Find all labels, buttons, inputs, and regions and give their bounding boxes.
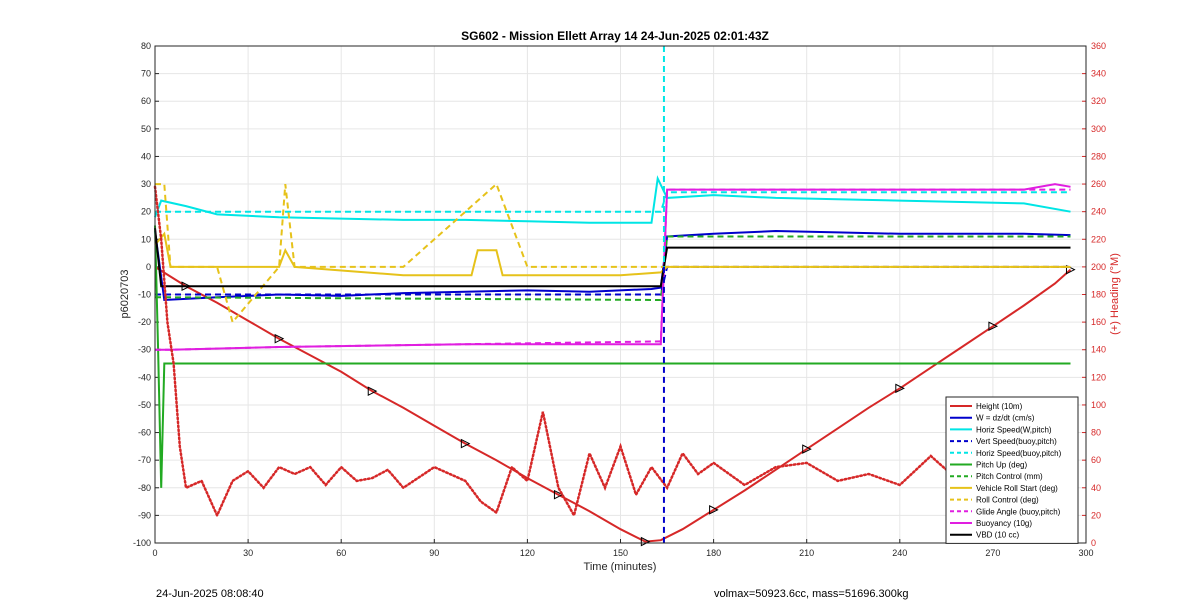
y-tick-label-left: 80 (141, 41, 151, 51)
y-tick-label-right: 220 (1091, 234, 1106, 244)
height-marker (895, 383, 905, 394)
series-pitch-up-deg-line (154, 225, 1071, 488)
y-tick-label-left: 70 (141, 69, 151, 79)
plot-frame (154, 45, 1087, 544)
series-buoyancy-10g-line (155, 183, 1071, 351)
x-tick-label: 210 (799, 548, 814, 558)
x-axis-label: Time (minutes) (584, 561, 657, 573)
series-horiz-speed-buoy-pitch-line (155, 191, 1071, 213)
chart-title: SG602 - Mission Ellett Array 14 24-Jun-2… (461, 29, 769, 43)
y-tick-label-right: 320 (1091, 96, 1106, 106)
y-tick-label-left: 40 (141, 151, 151, 161)
legend-entry-label: Horiz Speed(buoy,pitch) (976, 449, 1062, 458)
height-marker (367, 386, 378, 396)
x-tick-label: 240 (892, 548, 907, 558)
legend-entry-label: W = dz/dt (cm/s) (976, 414, 1035, 423)
y-tick-label-right: 240 (1091, 207, 1106, 217)
y-tick-label-right: 300 (1091, 124, 1106, 134)
y-tick-label-right: 120 (1091, 372, 1106, 382)
series-w-dz-dt-cm-s-line (154, 229, 1071, 302)
height-marker (802, 444, 812, 454)
height-marker (988, 321, 999, 332)
y-tick-label-left: -90 (138, 510, 151, 520)
legend: Height (10m) W = dz/dt (cm/s) Horiz Speed(… (945, 396, 1079, 544)
legend-entry-label: Glide Angle (buoy,pitch) (976, 507, 1061, 516)
legend-entry-label: VBD (10 cc) (976, 531, 1019, 540)
height-marker (460, 438, 471, 449)
height-marker (274, 333, 285, 344)
legend-entry-label: Vehicle Roll Start (deg) (976, 484, 1058, 493)
y-tick-label-right: 60 (1091, 455, 1101, 465)
y-tick-label-left: -30 (138, 345, 151, 355)
y-tick-label-right: 80 (1091, 428, 1101, 438)
y-tick-label-right: 360 (1091, 41, 1106, 51)
series-horiz-speed-w-pitch-line (154, 175, 1071, 224)
legend-entry-label: Pitch Up (deg) (976, 461, 1027, 470)
y-tick-label-right: 0 (1091, 538, 1096, 548)
legend-entry-label: Buoyancy (10g) (976, 519, 1032, 528)
y-tick-label-left: -10 (138, 290, 151, 300)
y-tick-label-right: 260 (1091, 179, 1106, 189)
y-tick-label-left: 0 (146, 262, 151, 272)
x-tick-label: 120 (520, 548, 535, 558)
series-heading-line (153, 185, 1072, 524)
y-tick-label-left: 30 (141, 179, 151, 189)
y-tick-label-right: 340 (1091, 69, 1106, 79)
y-tick-label-left: 50 (141, 124, 151, 134)
series-height-10m-line (154, 266, 1072, 543)
y-tick-label-right: 40 (1091, 483, 1101, 493)
x-tick-label: 0 (152, 548, 157, 558)
height-marker (640, 536, 651, 547)
y-tick-label-left: -70 (138, 455, 151, 465)
x-tick-label: 60 (336, 548, 346, 558)
y-axis-right-ticks: 0 20 40 60 80 100 120 140 160 180 200 220 240 260 280 3… (1082, 41, 1106, 548)
footer-volmax-mass: volmax=50923.6cc, mass=51696.300kg (714, 588, 909, 600)
y-tick-label-right: 20 (1091, 510, 1101, 520)
series-vbd-10-cc-line (154, 228, 1071, 288)
legend-entry-label: Horiz Speed(W,pitch) (976, 425, 1052, 434)
x-tick-label: 300 (1078, 548, 1093, 558)
series-roll-control-deg-line (155, 182, 1071, 325)
legend-entry-label: Vert Speed(buoy,pitch) (976, 437, 1057, 446)
y-axis-right-label: (+) Heading (°M) (1109, 253, 1121, 335)
x-tick-label: 90 (429, 548, 439, 558)
x-tick-label: 30 (243, 548, 253, 558)
y-tick-label-left: 10 (141, 234, 151, 244)
footer-timestamp: 24-Jun-2025 08:08:40 (156, 588, 264, 600)
x-tick-label: 150 (613, 548, 628, 558)
legend-entry-label: Roll Control (deg) (976, 496, 1039, 505)
y-tick-label-left: 60 (141, 96, 151, 106)
x-tick-label: 180 (706, 548, 721, 558)
legend-entry-label: Height (10m) (976, 402, 1023, 411)
y-tick-label-left: -60 (138, 428, 151, 438)
y-axis-left-label: p6020703 (119, 270, 131, 319)
y-tick-label-left: -80 (138, 483, 151, 493)
y-tick-label-right: 140 (1091, 345, 1106, 355)
height-marker (709, 505, 719, 515)
height-marker (553, 489, 564, 500)
x-axis-ticks: 0 30 60 90 120 150 180 210 240 270 300 (152, 539, 1094, 558)
y-tick-label-right: 280 (1091, 151, 1106, 161)
y-tick-label-left: -50 (138, 400, 151, 410)
y-tick-label-right: 100 (1091, 400, 1106, 410)
series-glide-angle-buoy-pitch-line (155, 188, 1071, 351)
y-tick-label-right: 160 (1091, 317, 1106, 327)
y-tick-label-right: 200 (1091, 262, 1106, 272)
legend-entry-label: Pitch Control (mm) (976, 472, 1043, 481)
y-tick-label-left: -100 (133, 538, 151, 548)
legend-box (945, 396, 1079, 544)
y-tick-label-left: -40 (138, 372, 151, 382)
x-tick-label: 270 (985, 548, 1000, 558)
y-axis-left-ticks: -100-90-80-70-60-50-40-30-20-10010203040… (133, 41, 159, 548)
series-layer (153, 175, 1076, 547)
y-tick-label-right: 180 (1091, 290, 1106, 300)
y-tick-label-left: 20 (141, 207, 151, 217)
y-tick-label-left: -20 (138, 317, 151, 327)
